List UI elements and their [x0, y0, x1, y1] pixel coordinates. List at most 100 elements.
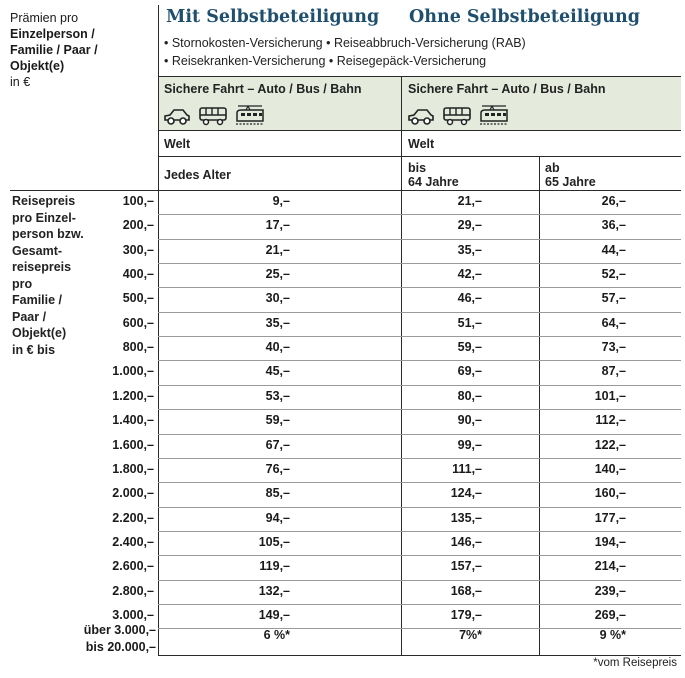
grid-row-line	[158, 239, 681, 240]
row-amount: 600,–	[122, 315, 154, 330]
reisepreis-label: Reisepreis pro Einzel- person bzw. Gesam…	[12, 193, 104, 358]
grid-row-line	[158, 360, 681, 361]
cell-mit: 9,–	[272, 194, 290, 208]
row-amount: 2.400,–	[112, 534, 154, 549]
row-amount: 100,–	[122, 194, 154, 208]
grid-row-line	[158, 409, 681, 410]
cell-mit: 67,–	[265, 437, 290, 452]
train-icon	[236, 105, 264, 125]
grid-row-line	[158, 385, 681, 386]
row-amount: 200,–	[122, 218, 154, 233]
cell-bis64: 135,–	[450, 510, 482, 525]
cell-mit: 85,–	[265, 486, 290, 501]
grid-hline	[158, 76, 681, 77]
cell-bis64: 51,–	[457, 315, 482, 330]
transport-icons-left	[162, 104, 266, 126]
cell-mit: 132,–	[258, 583, 290, 598]
cell-bis64: 80,–	[457, 388, 482, 403]
grid-row-line	[158, 555, 681, 556]
cell-ab65: 87,–	[601, 364, 626, 379]
reisepreis-label-line: Objekt(e)	[12, 326, 67, 340]
region-right: Welt	[408, 137, 435, 151]
cell-ab65: 160,–	[594, 486, 626, 501]
footnote: *vom Reisepreis	[593, 657, 677, 669]
cell-bis64: 35,–	[457, 242, 482, 257]
reisepreis-label-line: Reisepreis	[12, 194, 76, 208]
row-amount: 1.400,–	[112, 413, 154, 428]
grid-hline	[158, 655, 681, 656]
cell-bis64: 29,–	[457, 218, 482, 233]
cell-bis64: 99,–	[457, 437, 482, 452]
cell-ab65: 194,–	[594, 534, 626, 549]
cell-ab65: 73,–	[601, 340, 626, 355]
cell-ab65: 239,–	[594, 583, 626, 598]
grid-row-line	[158, 531, 681, 532]
last-row-amount: über 3.000,– bis 20.000,–	[30, 622, 156, 656]
last-row-ab65: 9 %*	[599, 628, 626, 642]
transport-icons-right	[406, 104, 510, 126]
age-bis-label: bis	[408, 161, 427, 175]
cell-bis64: 124,–	[450, 486, 482, 501]
premien-bold-line: Familie / Paar /	[10, 43, 98, 57]
cell-mit: 21,–	[265, 242, 290, 257]
age-ab-label: ab	[545, 161, 560, 175]
reisepreis-label-line: Familie /	[12, 293, 63, 307]
grid-vline	[401, 76, 402, 655]
grid-row-line	[158, 287, 681, 288]
grid-hline	[158, 130, 681, 131]
bus-icon	[199, 107, 227, 126]
title-ohne-selbstbeteiligung: Ohne Selbstbeteiligung	[409, 7, 640, 27]
reisepreis-label-line: pro	[12, 276, 33, 291]
grid-row-line	[158, 458, 681, 459]
cell-ab65: 122,–	[594, 437, 626, 452]
grid-row-line	[158, 482, 681, 483]
grid-hline	[158, 156, 681, 157]
cell-bis64: 157,–	[450, 559, 482, 574]
grid-vline	[539, 156, 540, 655]
cell-bis64: 46,–	[457, 291, 482, 306]
grid-row-line	[158, 604, 681, 605]
age-jedes-alter: Jedes Alter	[164, 168, 231, 182]
grid-row-line	[158, 336, 681, 337]
product-band-left	[159, 76, 401, 130]
cell-ab65: 44,–	[601, 242, 626, 257]
product-label-right: Sichere Fahrt – Auto / Bus / Bahn	[408, 82, 606, 96]
age-bis-64: bis 64 Jahre	[408, 161, 459, 189]
cell-bis64: 90,–	[457, 413, 482, 428]
premien-label: Prämien pro Einzelperson / Familie / Paa…	[10, 10, 150, 90]
row-amount: 300,–	[122, 242, 154, 257]
cell-bis64: 59,–	[457, 340, 482, 355]
age-ab-value: 65 Jahre	[545, 175, 596, 189]
cell-mit: 25,–	[265, 267, 290, 282]
cell-mit: 59,–	[265, 413, 290, 428]
last-row-amount-from: über 3.000,–	[83, 623, 156, 637]
cell-bis64: 168,–	[450, 583, 482, 598]
row-amount: 2.200,–	[112, 510, 154, 525]
cell-mit: 105,–	[258, 534, 290, 549]
cell-ab65: 140,–	[594, 461, 626, 476]
reisepreis-label-line: Paar /	[12, 309, 47, 324]
product-label-left: Sichere Fahrt – Auto / Bus / Bahn	[164, 82, 362, 96]
last-row-mit: 6 %*	[263, 628, 290, 642]
title-mit-selbstbeteiligung: Mit Selbstbeteiligung	[166, 7, 380, 27]
grid-row-line	[158, 580, 681, 581]
row-amount: 800,–	[122, 340, 154, 355]
row-amount: 400,–	[122, 267, 154, 282]
cell-bis64: 69,–	[457, 364, 482, 379]
train-icon	[480, 105, 508, 125]
reisepreis-label-line: Gesamt-	[12, 243, 63, 258]
cell-bis64: 146,–	[450, 534, 482, 549]
cell-mit: 40,–	[265, 340, 290, 355]
region-left: Welt	[164, 137, 191, 151]
last-row-bis64: 7%*	[459, 628, 482, 642]
cell-mit: 119,–	[259, 559, 290, 574]
cell-ab65: 64,–	[601, 315, 626, 330]
cell-ab65: 214,–	[594, 559, 626, 574]
cell-mit: 94,–	[265, 510, 290, 525]
grid-vline	[158, 5, 159, 655]
reisepreis-label-line: pro Einzel-	[12, 210, 76, 225]
reisepreis-label-line: in € bis	[12, 342, 56, 357]
cell-ab65: 269,–	[594, 607, 626, 622]
cell-bis64: 21,–	[457, 194, 482, 208]
